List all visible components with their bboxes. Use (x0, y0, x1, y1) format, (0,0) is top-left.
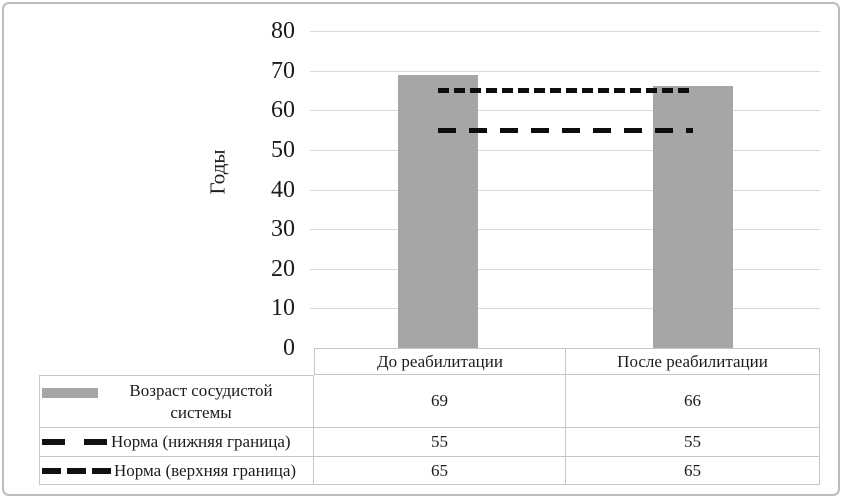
table-cell: 69 (314, 375, 566, 428)
dash-short-swatch-icon (42, 467, 111, 474)
data-table: До реабилитации После реабилитации Возра… (39, 348, 820, 485)
y-axis-title: Годы (205, 149, 230, 195)
legend-item-vascular-age: Возраст сосудистой системы (39, 375, 314, 428)
table-cell: 55 (314, 428, 566, 457)
legend-item-norm-upper: Норма (верхняя граница) (39, 457, 314, 485)
column-header-before: До реабилитации (314, 348, 566, 375)
gridline (310, 31, 820, 32)
gridline (310, 229, 820, 231)
bar-swatch-icon (42, 388, 98, 398)
legend-label: Норма (верхняя граница) (114, 460, 297, 480)
y-tick-label: 40 (271, 176, 295, 203)
legend-label: Норма (нижняя граница) (111, 432, 291, 451)
bar-До реабилитации (397, 74, 478, 348)
y-tick-label: 50 (271, 136, 295, 163)
y-tick-label: 30 (271, 216, 295, 243)
legend-label: Возраст сосудистой системы (129, 381, 273, 422)
dash-long-swatch-icon (42, 439, 108, 445)
y-tick-label: 0 (283, 335, 295, 361)
gridline (310, 189, 820, 191)
column-header-after: После реабилитации (566, 348, 820, 375)
bar-После реабилитации (652, 86, 733, 348)
y-tick-label: 20 (271, 255, 295, 282)
table-cell: 55 (566, 428, 820, 457)
table-cell: 66 (566, 375, 820, 428)
legend-item-norm-lower: Норма (нижняя граница) (39, 428, 314, 457)
gridline (310, 308, 820, 310)
y-tick-label: 70 (271, 57, 295, 84)
gridline (310, 268, 820, 270)
table-cell: 65 (566, 457, 820, 485)
norm-line-upper (437, 87, 693, 93)
norm-line-lower (437, 127, 693, 133)
y-tick-label: 60 (271, 97, 295, 124)
chart-frame: Годы До реабилитации После реабилитации … (2, 2, 840, 496)
gridline (310, 70, 820, 72)
table-cell: 65 (314, 457, 566, 485)
gridline (310, 110, 820, 112)
gridline (310, 149, 820, 151)
y-tick-label: 10 (271, 295, 295, 322)
y-tick-label: 80 (271, 18, 295, 44)
